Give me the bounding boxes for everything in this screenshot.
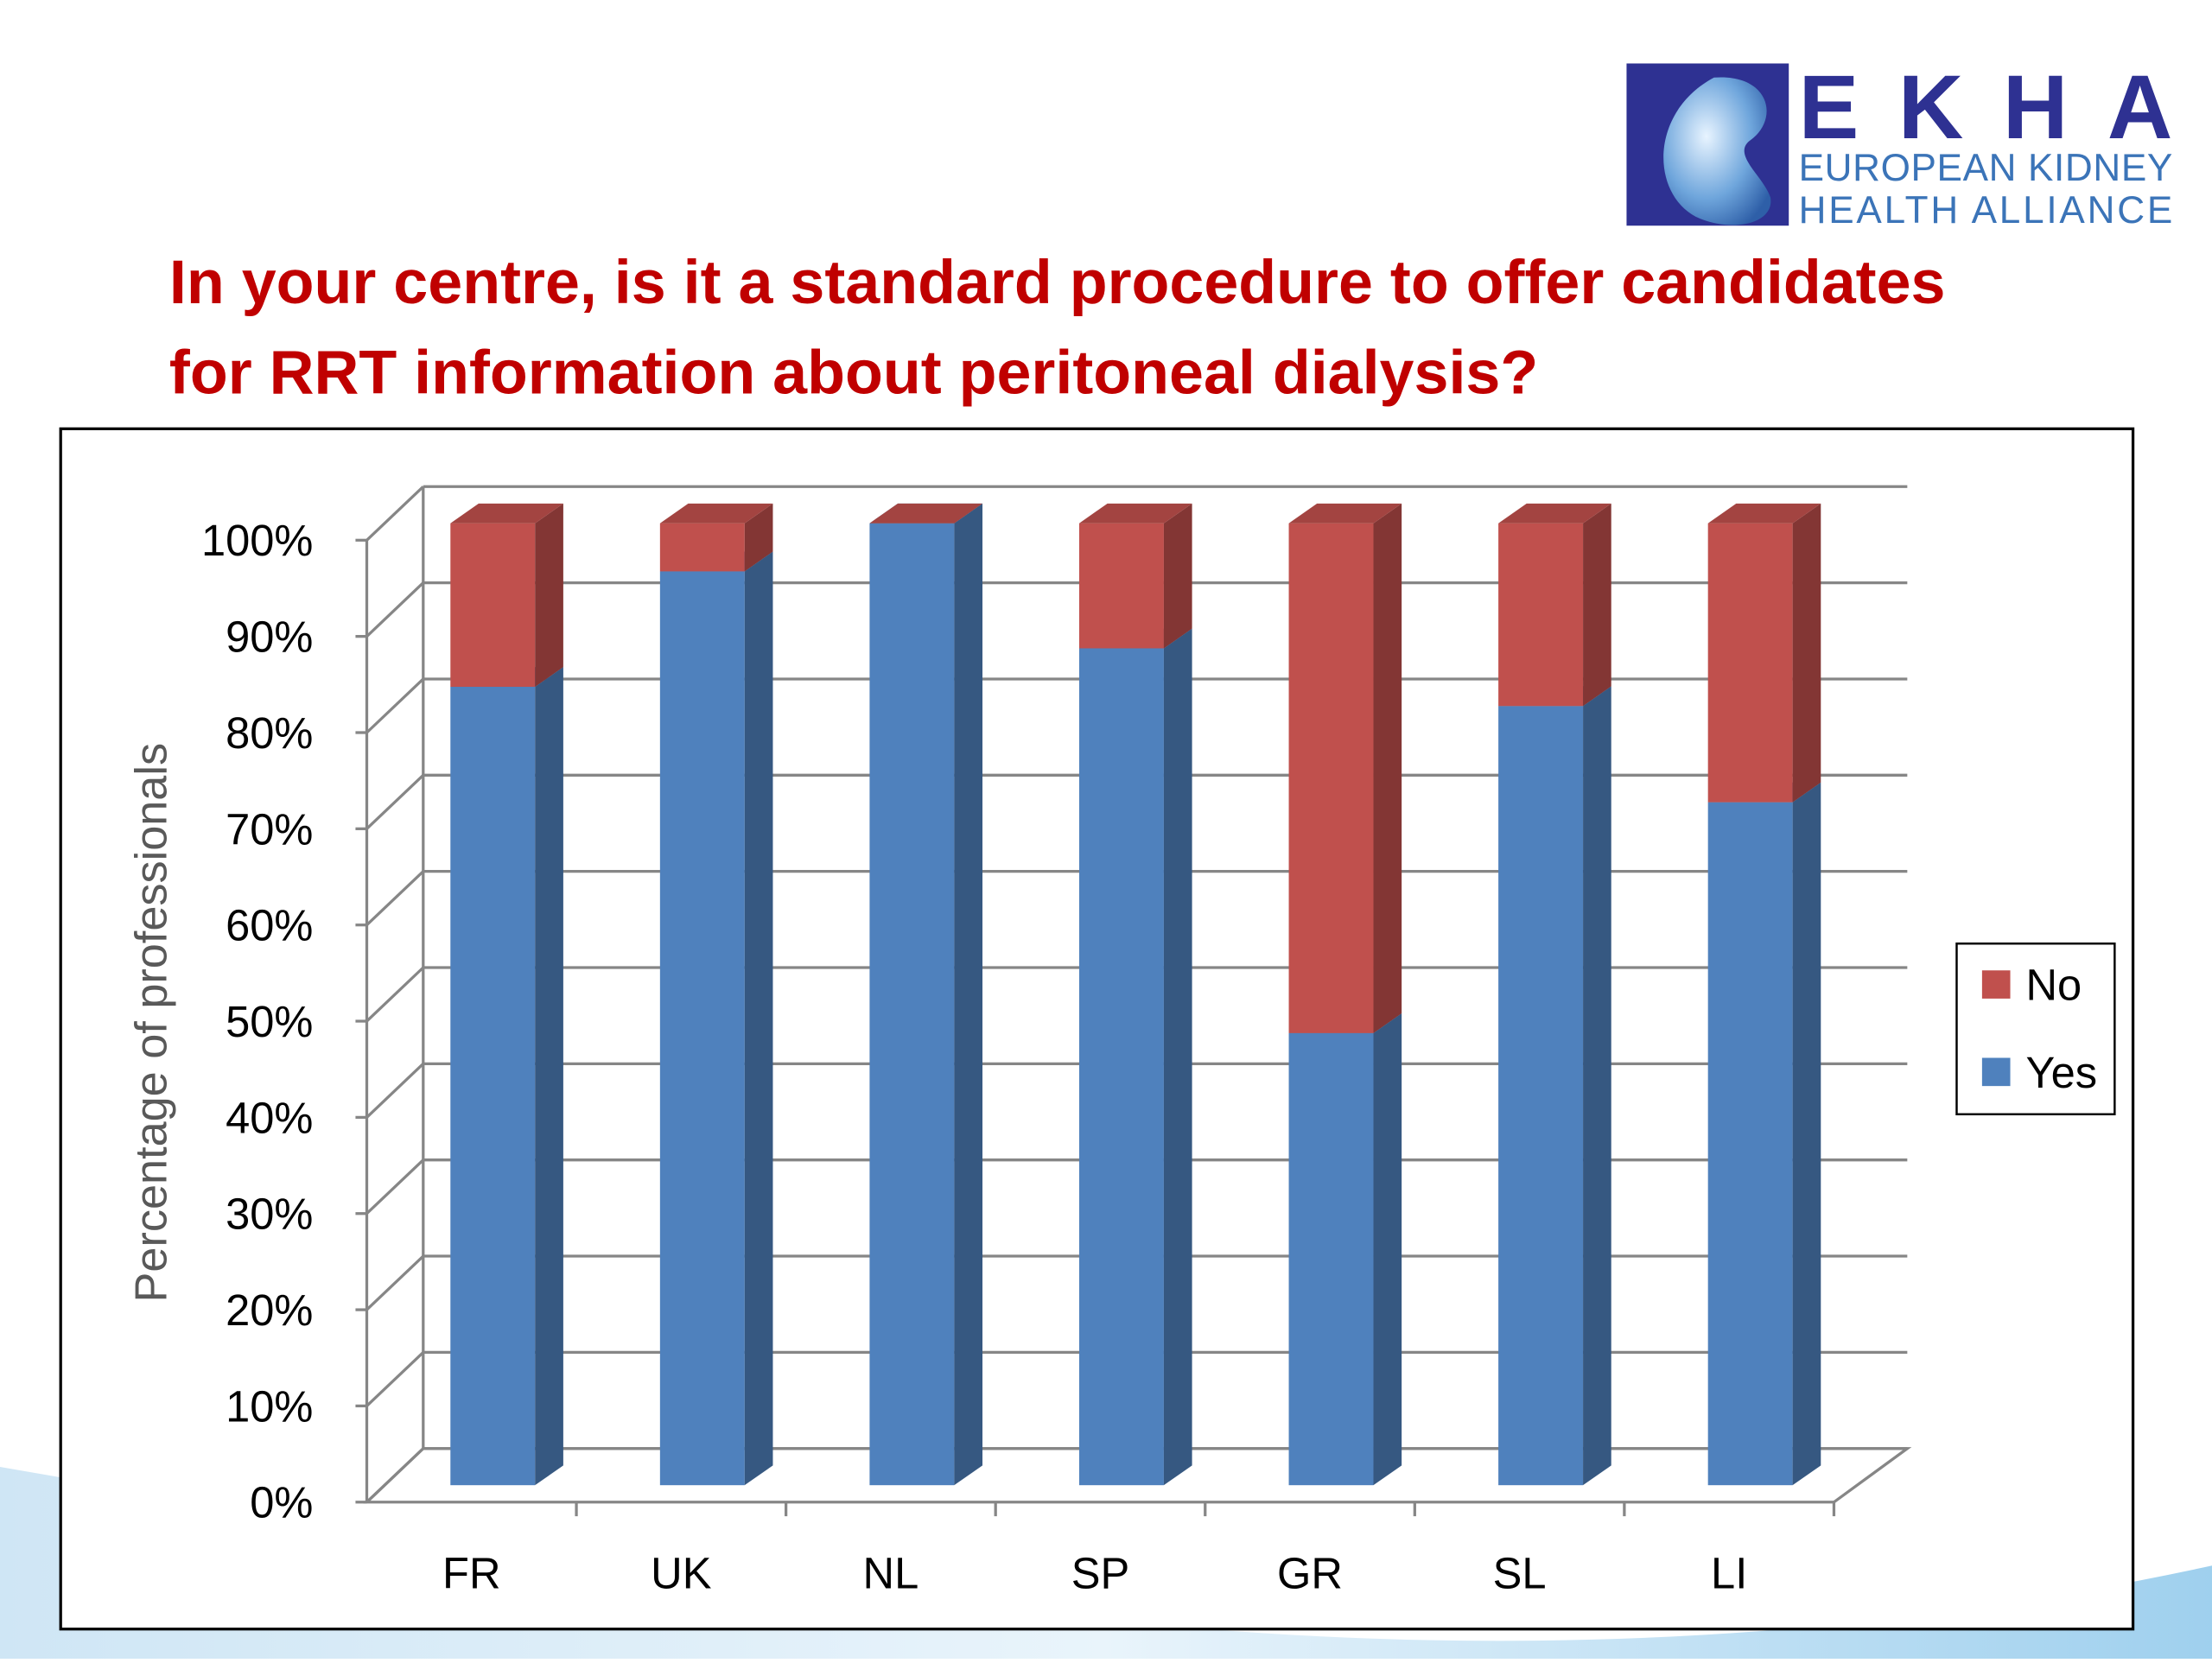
x-tick-label: NL (863, 1548, 919, 1597)
bar-segment (1288, 1032, 1374, 1486)
grid-line (365, 1158, 424, 1215)
chart-title: In your centre, is it a standard procedu… (169, 248, 1946, 407)
bar-side (1583, 686, 1611, 1486)
bar-segment (1078, 523, 1164, 649)
bar-side (1792, 503, 1821, 803)
bar-top (659, 503, 773, 524)
y-tick-label: 100% (201, 516, 313, 565)
bar-segment (869, 523, 955, 1486)
bar-segment (1498, 523, 1584, 707)
y-tick-label: 20% (226, 1285, 313, 1335)
bar-segment (450, 523, 536, 688)
x-tick-label: SL (1493, 1548, 1547, 1597)
bar-side (1373, 503, 1402, 1033)
x-tick-label: UK (651, 1548, 712, 1597)
y-tick-label: 10% (226, 1381, 313, 1431)
legend-label: No (2025, 961, 2082, 1010)
bar-side (1373, 1012, 1402, 1486)
y-tick-label: 80% (226, 708, 313, 758)
legend-swatch (1981, 970, 2011, 999)
x-tick-label: GR (1277, 1548, 1343, 1597)
bar-side (954, 503, 983, 1486)
bar-side (744, 503, 773, 572)
y-tick-label: 60% (226, 901, 313, 950)
bar-top (1707, 503, 1821, 524)
y-tick-label: 40% (226, 1093, 313, 1142)
bar-side (535, 667, 563, 1486)
logo-line: HEALTH ALLIANCE (1799, 189, 2173, 232)
grid-line (365, 677, 424, 734)
y-axis-label: Percentage of professionals (127, 743, 177, 1303)
bar-side (1792, 782, 1821, 1486)
logo-kidney (1663, 77, 1771, 225)
logo-name: EKHA (1799, 57, 2173, 158)
x-tick-label: SP (1071, 1548, 1130, 1597)
grid-line (365, 1254, 424, 1311)
y-tick-label: 30% (226, 1190, 313, 1239)
bar-top (450, 503, 563, 524)
bar-side (1583, 503, 1611, 707)
legend-label: Yes (2025, 1048, 2097, 1097)
bar-side (1163, 628, 1192, 1486)
y-tick-label: 0% (250, 1478, 313, 1527)
grid-line (365, 774, 424, 830)
y-tick-label: 50% (226, 997, 313, 1046)
bar-segment (659, 523, 745, 572)
grid-line (365, 870, 424, 926)
y-tick-label: 70% (226, 804, 313, 854)
bar-side (1163, 503, 1192, 649)
grid-line (365, 1063, 424, 1119)
x-tick-label: LI (1711, 1548, 1747, 1597)
logo: EKHA EUROPEAN KIDNEY HEALTH ALLIANCE (1626, 57, 2172, 232)
bar-segment (1498, 706, 1584, 1486)
floor (363, 1447, 1912, 1504)
grid-line (365, 486, 424, 542)
y-tick-label: 90% (226, 613, 313, 662)
bar-segment (659, 571, 745, 1486)
bar-segment (1707, 523, 1793, 803)
x-tick-label: FR (442, 1548, 500, 1597)
bar-side (535, 503, 563, 688)
bar-top (869, 503, 983, 524)
bar-top (1078, 503, 1192, 524)
bar-top (1498, 503, 1611, 524)
grid-line (365, 966, 424, 1023)
bar-side (744, 551, 773, 1486)
bar-segment (450, 687, 536, 1486)
legend-swatch (1981, 1057, 2011, 1087)
bar-segment (1288, 523, 1374, 1033)
bar-segment (1707, 802, 1793, 1486)
bar-top (1288, 503, 1402, 524)
logo-line: EUROPEAN KIDNEY (1799, 147, 2173, 189)
grid-line (365, 581, 424, 638)
bar-segment (1078, 648, 1164, 1486)
grid-line (365, 1351, 424, 1407)
